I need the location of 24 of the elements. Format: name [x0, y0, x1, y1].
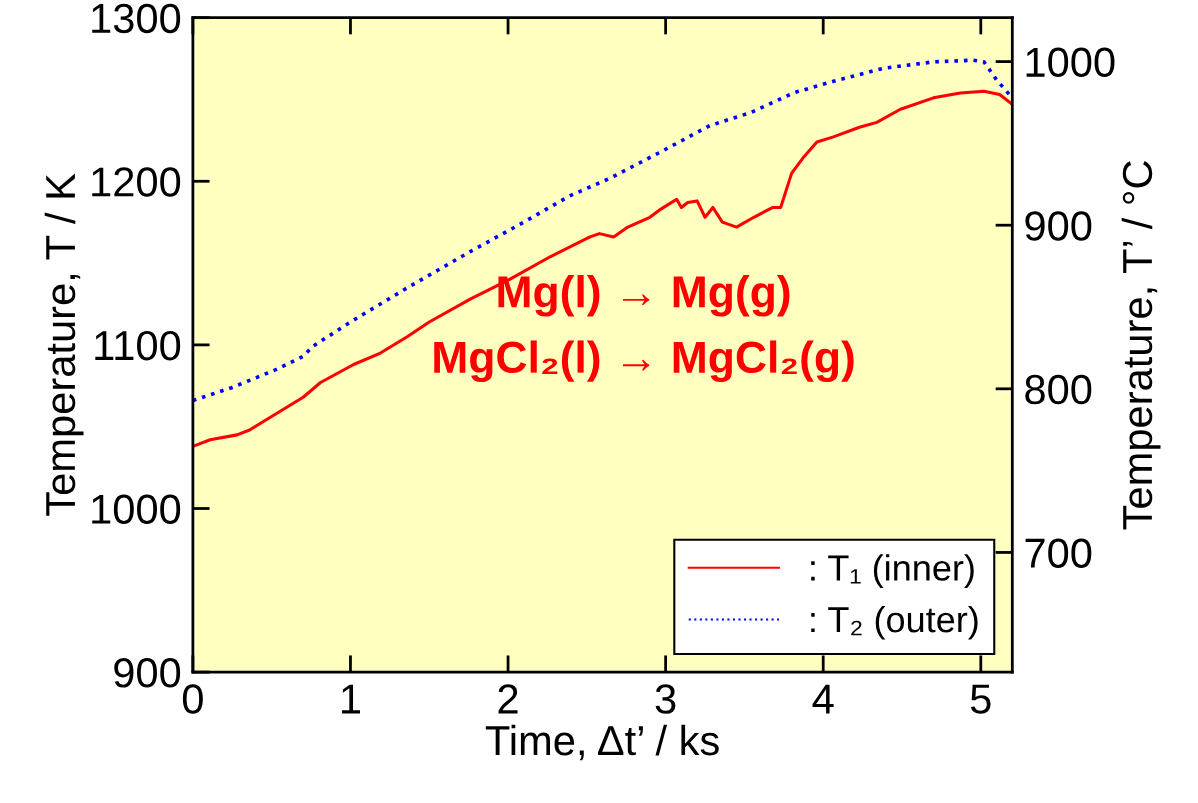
x-tick-label: 3: [655, 684, 676, 714]
line-series: [192, 58, 1013, 403]
y-tick-label: 1000: [92, 494, 181, 525]
line-series: [192, 89, 1013, 448]
annotation: Mg(l) → Mg(g): [498, 274, 790, 317]
x-axis-title: Time, Δt’ / ks: [485, 724, 719, 761]
y2-tick-label: 1000: [1026, 47, 1115, 78]
y-tick-label: 900: [114, 658, 181, 688]
x-tick-label: 5: [970, 684, 991, 714]
x-tick-label: 2: [498, 684, 518, 714]
y2-tick-label: 800: [1025, 374, 1092, 405]
y-axis-title: Temperature, T / K: [44, 173, 84, 516]
x-tick-label: 4: [812, 684, 834, 714]
y2-tick-label: 700: [1025, 538, 1092, 568]
y2-axis-title: Temperature, T’ / °C: [1121, 160, 1161, 530]
y-tick-label: 1200: [92, 167, 181, 197]
annotation: MgCl₂(l) → MgCl₂(g): [434, 340, 854, 383]
y-tick-label: 1100: [95, 330, 181, 361]
legend-label: : T₁ (inner): [811, 554, 974, 588]
x-tick-label: 1: [342, 684, 361, 714]
y2-tick-label: 900: [1025, 211, 1092, 241]
legend-label: : T₂ (outer): [811, 605, 978, 640]
y-tick-label: 1300: [92, 3, 181, 34]
x-tick-label: 0: [182, 684, 203, 714]
